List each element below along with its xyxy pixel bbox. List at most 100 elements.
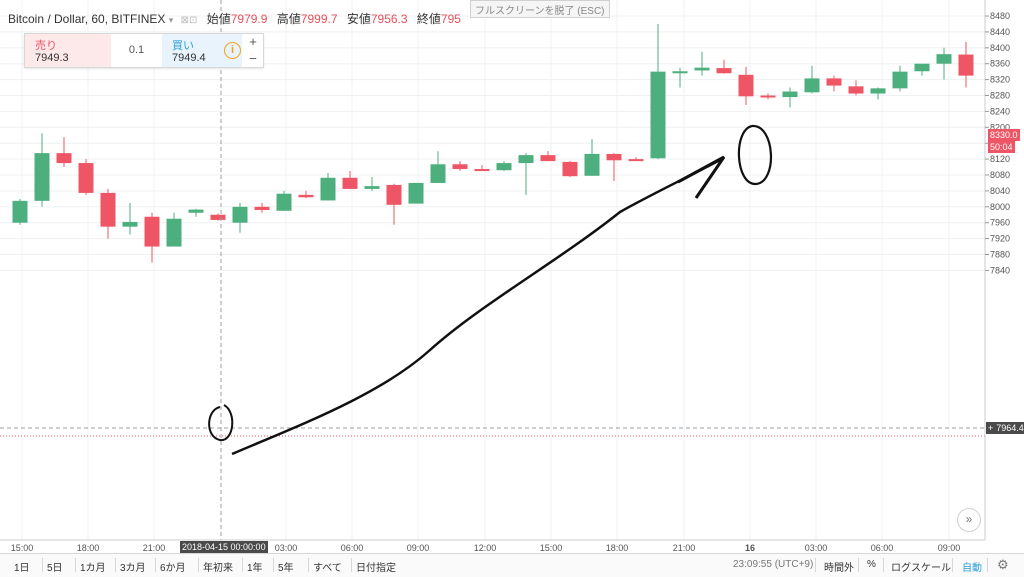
plus-icon[interactable]: + bbox=[988, 423, 994, 433]
candle bbox=[782, 87, 798, 108]
period-button[interactable]: 年初来 bbox=[203, 563, 233, 574]
info-icon[interactable]: i bbox=[224, 42, 241, 59]
candle bbox=[914, 63, 930, 76]
candle bbox=[254, 202, 270, 213]
candle bbox=[430, 151, 446, 183]
scroll-right-button[interactable]: » bbox=[957, 508, 981, 532]
candle-body bbox=[870, 88, 886, 94]
period-button[interactable]: 1日 bbox=[14, 563, 30, 574]
candle bbox=[320, 173, 336, 201]
x-tick-label: 18:00 bbox=[606, 543, 629, 553]
sell-button[interactable]: 売り 7949.3 bbox=[25, 34, 111, 67]
candle-body bbox=[562, 161, 578, 177]
candle-body bbox=[210, 214, 226, 220]
chart-grid bbox=[0, 0, 985, 540]
candle bbox=[672, 67, 688, 88]
y-tick-label: 8120 bbox=[990, 154, 1010, 164]
candle bbox=[386, 183, 402, 225]
candle-body bbox=[760, 95, 776, 98]
candle-body bbox=[144, 216, 160, 247]
candle-body bbox=[430, 164, 446, 183]
candle bbox=[364, 176, 380, 191]
candle bbox=[56, 137, 72, 168]
candle-body bbox=[914, 63, 930, 72]
candle bbox=[716, 59, 732, 74]
candle-body bbox=[364, 186, 380, 189]
candle bbox=[870, 87, 886, 100]
time-axis[interactable]: 15:00 18:00 21:00 03:00 06:00 09:00 12:00 15:00… bbox=[0, 539, 985, 553]
candle-body bbox=[672, 71, 688, 74]
gear-icon[interactable]: ⚙ bbox=[997, 557, 1009, 572]
annotation-arrow-line bbox=[231, 158, 721, 456]
candle-body bbox=[408, 182, 424, 204]
x-tick-label: 18:00 bbox=[77, 543, 100, 553]
candle bbox=[34, 133, 50, 207]
candle-body bbox=[782, 91, 798, 98]
x-tick-label: 06:00 bbox=[871, 543, 894, 553]
candle bbox=[496, 161, 512, 172]
plus-button[interactable]: + bbox=[249, 34, 257, 49]
period-button[interactable]: 5年 bbox=[278, 563, 294, 574]
candle bbox=[518, 153, 534, 195]
candle bbox=[628, 157, 644, 162]
low-value: 7956.3 bbox=[370, 12, 408, 26]
candle-body bbox=[254, 206, 270, 210]
minus-button[interactable]: − bbox=[249, 51, 257, 66]
candle bbox=[760, 93, 776, 100]
y-tick-label: 7880 bbox=[990, 250, 1010, 260]
candle bbox=[892, 65, 908, 92]
period-button[interactable]: 6か月 bbox=[160, 563, 186, 574]
annotation-circle-right bbox=[737, 124, 773, 186]
extended-hours-button[interactable]: 時間外 bbox=[824, 563, 854, 574]
chevron-down-icon[interactable]: ▾ bbox=[168, 15, 174, 25]
x-tick-label: 15:00 bbox=[540, 543, 563, 553]
candle-body bbox=[496, 163, 512, 171]
buy-label: 買い bbox=[172, 40, 194, 52]
settings-toggle-icon[interactable]: ⊠⊡ bbox=[180, 15, 198, 26]
x-tick-label: 16 bbox=[745, 543, 755, 553]
y-tick-label: 7840 bbox=[990, 265, 1010, 275]
candle-body bbox=[452, 164, 468, 170]
price-axis[interactable]: 8480844084008360832082808240820081608120… bbox=[984, 0, 1024, 540]
y-tick-label: 7920 bbox=[990, 234, 1010, 244]
annotation-circle-left bbox=[208, 404, 234, 441]
period-button[interactable]: 日付指定 bbox=[356, 563, 396, 574]
candle bbox=[342, 171, 358, 189]
candle-body bbox=[606, 153, 622, 161]
candle bbox=[694, 51, 710, 76]
candle bbox=[78, 159, 94, 195]
candle-body bbox=[826, 78, 842, 86]
y-tick-label: 8400 bbox=[990, 43, 1010, 53]
chart-header: Bitcoin / Dollar, 60, BITFINEX ▾ ⊠⊡ 始値79… bbox=[0, 10, 461, 27]
y-tick-label: 8080 bbox=[990, 170, 1010, 180]
price-chart[interactable]: 8480844084008360832082808240820081608120… bbox=[0, 0, 1024, 553]
close-value: 795 bbox=[440, 12, 461, 26]
trade-panel: 売り 7949.3 0.1 買い 7949.4 i + − bbox=[24, 33, 264, 68]
period-button[interactable]: 1カ月 bbox=[80, 563, 106, 574]
candle bbox=[474, 165, 490, 172]
candle-body bbox=[474, 169, 490, 172]
candle-body bbox=[694, 67, 710, 71]
period-button[interactable]: すべて bbox=[313, 563, 342, 574]
overlays-layer bbox=[0, 0, 985, 540]
period-button[interactable]: 3カ月 bbox=[120, 563, 146, 574]
candle-body bbox=[628, 159, 644, 162]
spread-value: 0.1 bbox=[128, 44, 145, 56]
candle-body bbox=[166, 218, 182, 247]
log-scale-button[interactable]: ログスケール bbox=[891, 563, 951, 574]
period-button[interactable]: 5日 bbox=[47, 563, 63, 574]
clock: 23:09:55 (UTC+9) bbox=[733, 559, 814, 570]
candle-body bbox=[188, 209, 204, 213]
close-label: 終値 bbox=[416, 12, 441, 26]
percent-button[interactable]: % bbox=[867, 559, 876, 570]
y-tick-label: 8040 bbox=[990, 186, 1010, 196]
bottom-toolbar: 1日 5日 1カ月 3カ月 6か月 年初来 1年 5年 すべて 日付指定 23:09:55 (UT… bbox=[0, 553, 1024, 577]
candle-body bbox=[276, 193, 292, 211]
symbol-title[interactable]: Bitcoin / Dollar, 60, BITFINEX bbox=[8, 12, 166, 26]
period-button[interactable]: 1年 bbox=[247, 563, 263, 574]
y-tick-label: 8000 bbox=[990, 202, 1010, 212]
candle-body bbox=[100, 192, 116, 227]
auto-scale-button[interactable]: 自動 bbox=[962, 563, 982, 574]
x-tick-label: 06:00 bbox=[341, 543, 364, 553]
candle-body bbox=[12, 200, 28, 223]
